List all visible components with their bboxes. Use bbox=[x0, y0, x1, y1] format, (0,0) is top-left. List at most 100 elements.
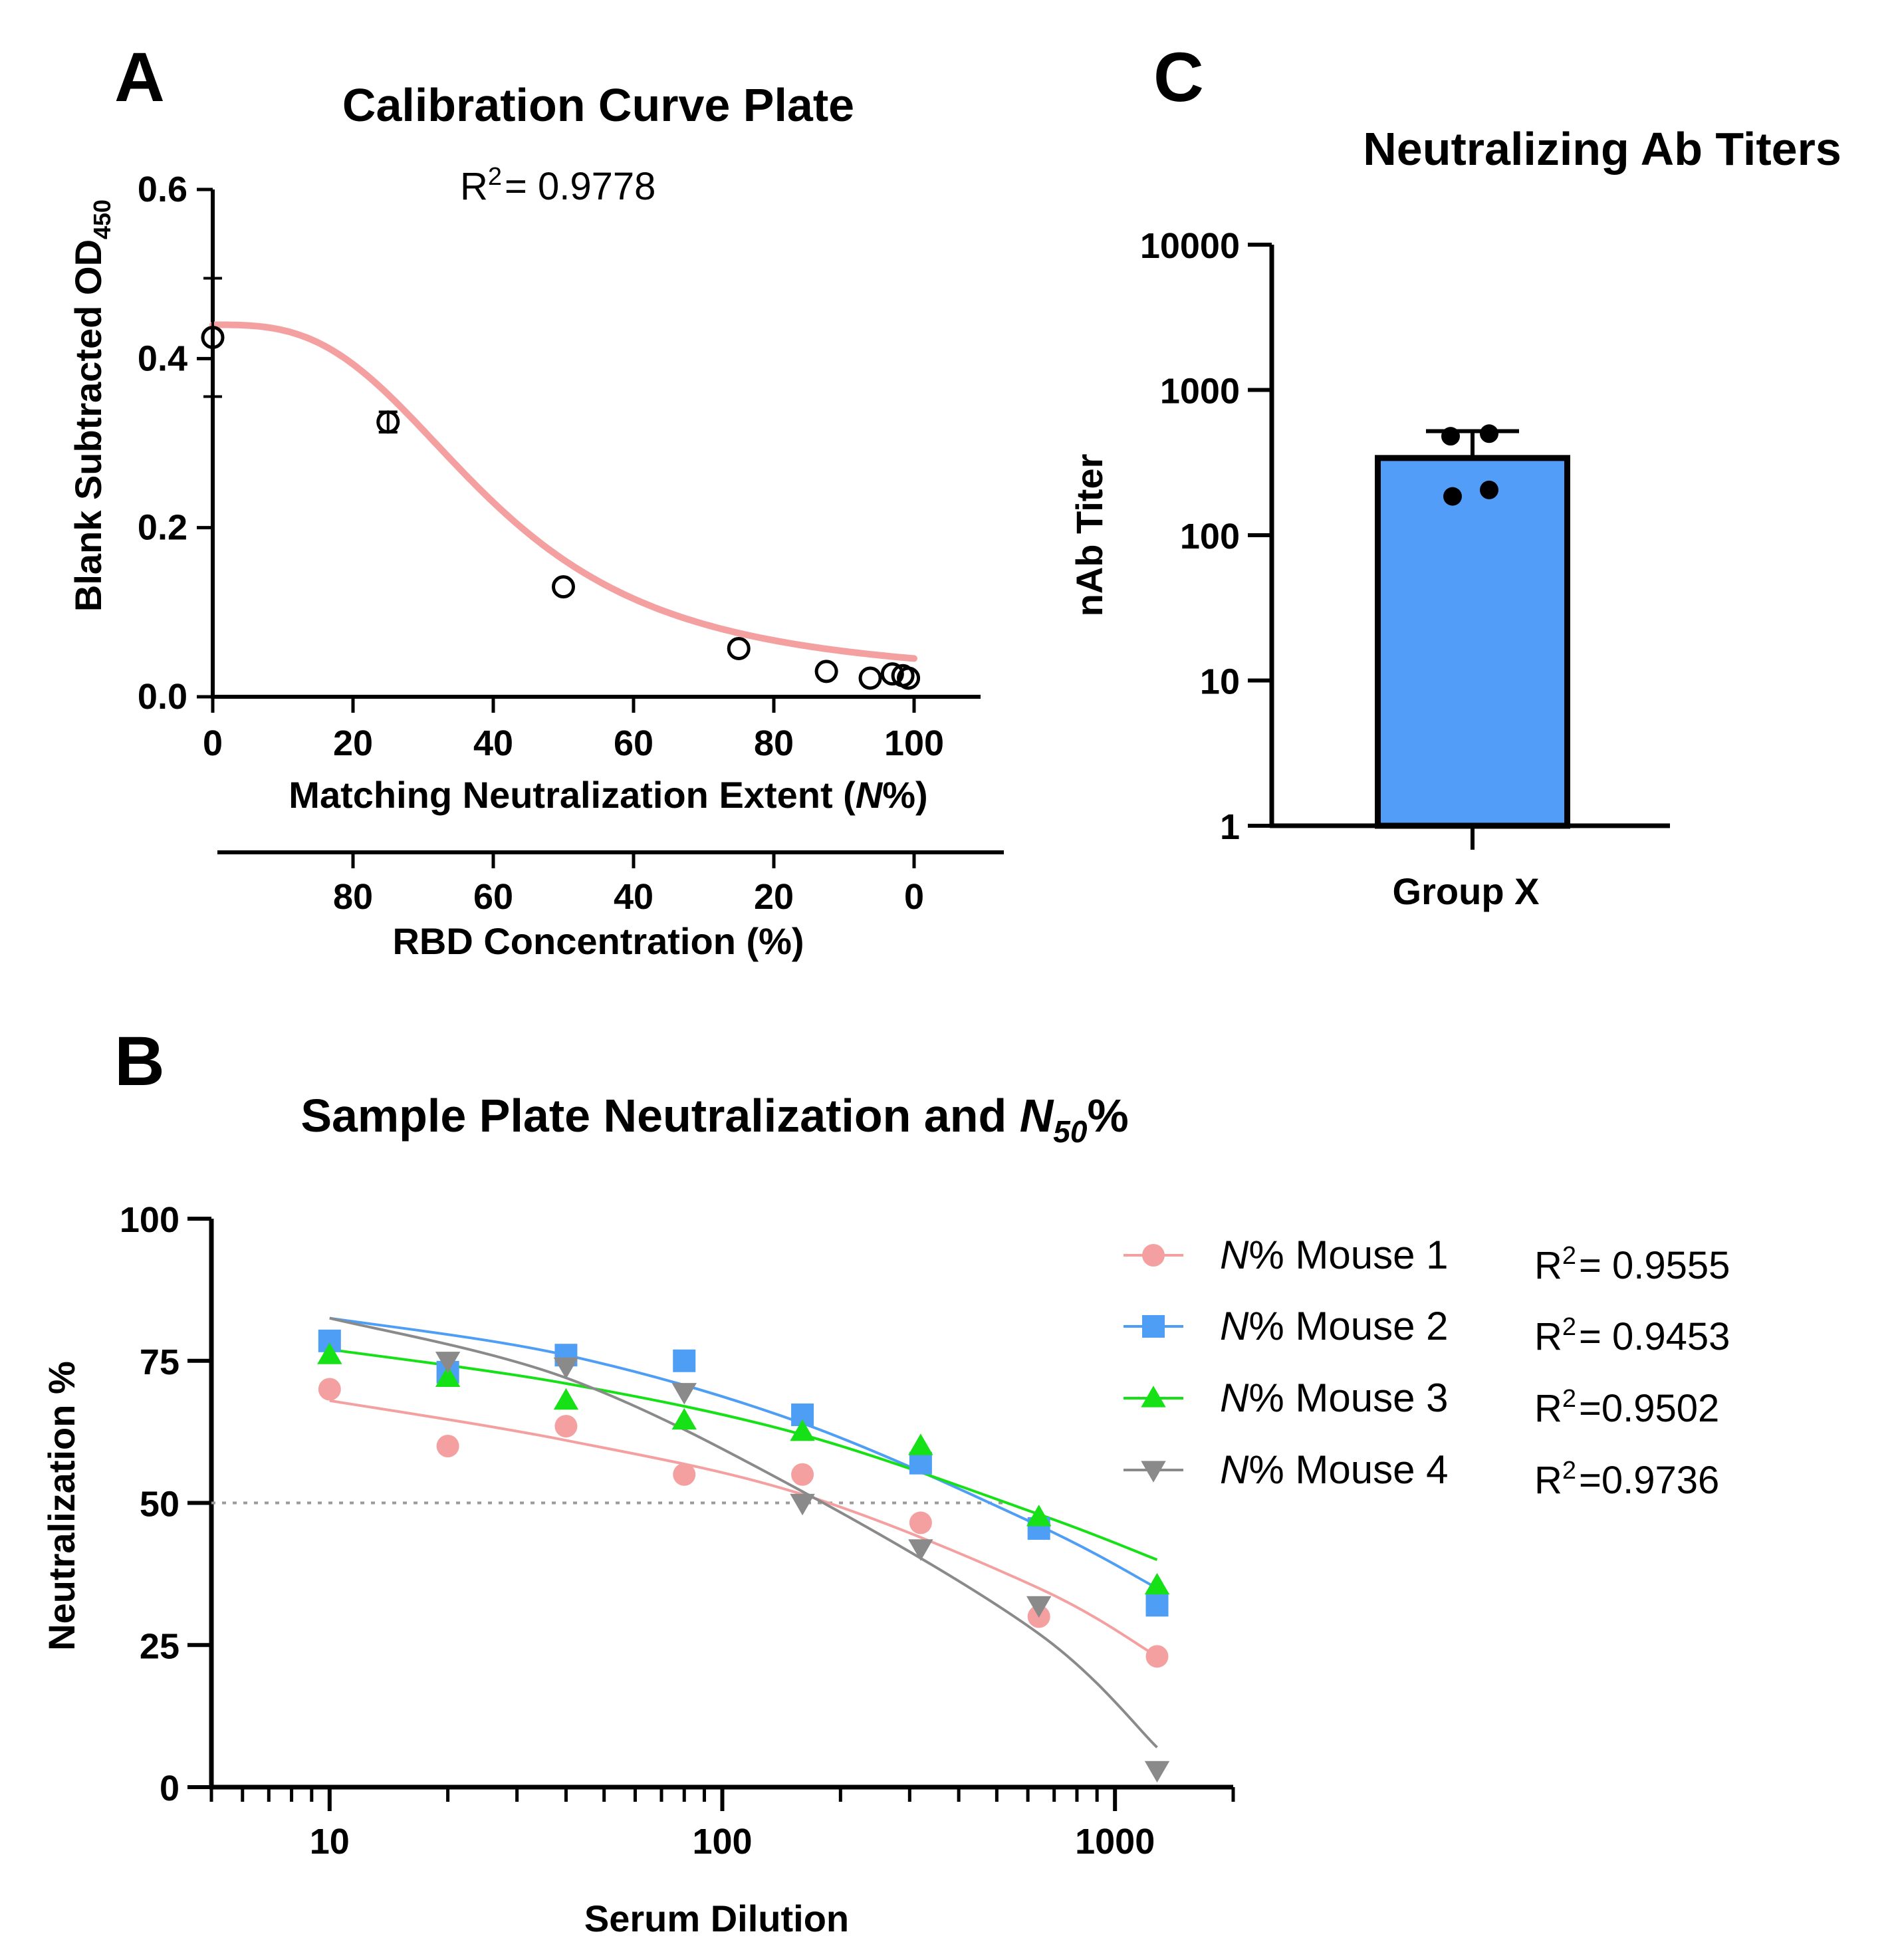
panel-b-legend-text: % Mouse 4 bbox=[1248, 1447, 1448, 1492]
panel-a-y-tick-label: 0.4 bbox=[138, 338, 187, 378]
panel-c-bar bbox=[1375, 455, 1570, 829]
panel-a-xlabel: Matching Neutralization Extent (N%) bbox=[289, 774, 927, 816]
panel-b: B Sample Plate Neutralization and N50% N… bbox=[41, 1023, 1730, 1939]
panel-b-point-triangle-down bbox=[1144, 1761, 1170, 1783]
panel-b-y-tick-label: 50 bbox=[140, 1485, 179, 1525]
panel-c-point bbox=[1441, 427, 1460, 446]
panel-b-legend-r2-value: =0.9502 bbox=[1579, 1387, 1719, 1430]
panel-a-x-tick-label: 20 bbox=[333, 723, 373, 763]
panel-a-fit-curve bbox=[209, 321, 917, 662]
panel-b-y-tick-label: 25 bbox=[140, 1626, 179, 1666]
panel-a-axes: 0.0 0.2 0.4 0.6 0 20 40 60 80 100 80 60 40 20 0 bbox=[138, 170, 1004, 917]
panel-c: C Neutralizing Ab Titers nAb Titer 1 10 10… bbox=[1068, 39, 1841, 912]
panel-b-legend-marker-triangle-down bbox=[1141, 1461, 1166, 1483]
panel-b-fits bbox=[329, 1316, 1158, 1749]
panel-b-x-tick-label: 100 bbox=[692, 1822, 752, 1862]
panel-b-point-triangle-down bbox=[1026, 1596, 1052, 1618]
panel-b-legend-r2: R2= 0.9555 bbox=[1534, 1242, 1730, 1287]
panel-a: A Calibration Curve Plate R2= 0.9778 Bla… bbox=[67, 39, 1004, 962]
panel-b-legend-r2-sup: 2 bbox=[1562, 1457, 1576, 1485]
panel-b-y-tick-label: 0 bbox=[160, 1769, 179, 1808]
panel-a-x2-tick-label: 0 bbox=[904, 877, 924, 917]
panel-b-point-triangle-up bbox=[435, 1365, 461, 1387]
panel-b-point-circle bbox=[673, 1463, 696, 1486]
panel-a-ylabel: Blank Subtracted OD450 bbox=[67, 199, 116, 612]
panel-b-legend-r2-value: = 0.9555 bbox=[1579, 1244, 1730, 1287]
panel-a-point bbox=[880, 662, 904, 686]
panel-a-y-tick-label: 0.6 bbox=[138, 170, 187, 209]
panel-b-title-main: Sample Plate Neutralization and bbox=[300, 1090, 1019, 1142]
panel-a-r2-r: R bbox=[460, 165, 488, 208]
panel-b-legend-r2-sup: 2 bbox=[1562, 1313, 1576, 1341]
panel-a-point bbox=[201, 326, 225, 350]
panel-b-point-circle bbox=[318, 1378, 341, 1401]
panel-b-legend-italic: N bbox=[1220, 1304, 1249, 1348]
panel-b-legend-r2: R2=0.9736 bbox=[1534, 1457, 1719, 1502]
panel-c-bars bbox=[1375, 424, 1570, 829]
panel-b-point-circle bbox=[791, 1463, 814, 1486]
panel-b-legend-italic: N bbox=[1220, 1447, 1249, 1492]
panel-a-fit bbox=[209, 321, 917, 662]
panel-b-xlabel: Serum Dilution bbox=[584, 1898, 849, 1939]
panel-a-point bbox=[727, 637, 751, 661]
panel-b-fit-triangle-down bbox=[329, 1316, 1158, 1749]
panel-a-xlabel-italic: N bbox=[856, 774, 884, 816]
panel-b-legend-r2-r: R bbox=[1534, 1244, 1562, 1287]
panel-b-legend-text: % Mouse 2 bbox=[1248, 1304, 1448, 1348]
panel-b-point-circle bbox=[436, 1435, 459, 1457]
panel-a-point bbox=[858, 666, 882, 690]
panel-b-fit-square bbox=[329, 1316, 1158, 1590]
panel-c-y-tick-label: 100 bbox=[1180, 517, 1240, 556]
panel-b-title-sub: 50 bbox=[1053, 1114, 1088, 1149]
panel-b-point-triangle-up bbox=[317, 1342, 342, 1364]
panel-b-legend-italic: N bbox=[1220, 1233, 1249, 1277]
panel-c-point bbox=[1480, 480, 1498, 499]
panel-b-legend-r2-sup: 2 bbox=[1562, 1242, 1576, 1270]
panel-b-point-square bbox=[1145, 1594, 1169, 1617]
panel-b-point-triangle-down bbox=[553, 1357, 579, 1379]
panel-c-point bbox=[1443, 487, 1462, 506]
panel-a-y-tick-label: 0.0 bbox=[138, 677, 187, 717]
panel-a-r2: R2= 0.9778 bbox=[460, 163, 655, 208]
panel-c-y-tick-label: 10000 bbox=[1140, 226, 1240, 266]
panel-a-point bbox=[376, 410, 400, 434]
panel-a-x2-tick-label: 40 bbox=[614, 877, 653, 917]
panel-c-title: Neutralizing Ab Titers bbox=[1363, 123, 1841, 175]
panel-a-x-tick-label: 80 bbox=[754, 723, 794, 763]
panel-c-y-tick-label: 1 bbox=[1220, 807, 1240, 847]
panel-b-point-triangle-down bbox=[435, 1352, 461, 1374]
panel-b-legend-r2: R2=0.9502 bbox=[1534, 1385, 1719, 1430]
panel-a-ylabel-main: Blank Subtracted OD bbox=[67, 239, 109, 612]
panel-b-point-triangle-up bbox=[908, 1433, 933, 1455]
panel-a-xlabel-suffix: %) bbox=[882, 774, 927, 816]
panel-a-title: Calibration Curve Plate bbox=[342, 79, 854, 131]
panel-a-point bbox=[552, 575, 575, 599]
panel-b-legend-text: % Mouse 3 bbox=[1248, 1376, 1448, 1420]
panel-b-legend-marker-square bbox=[1142, 1315, 1165, 1338]
panel-b-x-tick-label: 1000 bbox=[1075, 1822, 1155, 1862]
panel-a-x-tick-label: 100 bbox=[884, 723, 944, 763]
panel-b-legend-label: N% Mouse 3 bbox=[1220, 1376, 1449, 1420]
panel-a-ylabel-sub: 450 bbox=[88, 199, 116, 239]
panel-a-point bbox=[897, 666, 921, 690]
panel-a-x-tick-label: 40 bbox=[473, 723, 513, 763]
panel-b-title-suffix: % bbox=[1087, 1090, 1128, 1142]
panel-b-axes: 0 25 50 75 100 10 100 1000 bbox=[120, 1200, 1235, 1862]
panel-a-r2-sup: 2 bbox=[488, 163, 502, 191]
panel-b-legend-label: N% Mouse 2 bbox=[1220, 1304, 1449, 1348]
panel-a-x2-tick-label: 60 bbox=[473, 877, 513, 917]
panel-b-point-triangle-down bbox=[790, 1493, 815, 1516]
panel-b-legend-r2-r: R bbox=[1534, 1315, 1562, 1358]
panel-a-x2-tick-label: 20 bbox=[754, 877, 794, 917]
panel-a-points bbox=[201, 277, 921, 690]
panel-c-axes: 1 10 100 1000 10000 bbox=[1140, 226, 1670, 850]
panel-a-xlabel-main: Matching Neutralization Extent ( bbox=[289, 774, 856, 816]
panel-b-title-italic: N bbox=[1020, 1090, 1054, 1142]
panel-a-x2-tick-label: 80 bbox=[333, 877, 373, 917]
panel-a-letter: A bbox=[114, 39, 165, 116]
panel-b-fit-circle bbox=[329, 1399, 1158, 1658]
panel-b-point-circle bbox=[1145, 1645, 1169, 1668]
panel-b-legend-italic: N bbox=[1220, 1376, 1249, 1420]
panel-b-ylabel: Neutralization % bbox=[41, 1361, 82, 1651]
